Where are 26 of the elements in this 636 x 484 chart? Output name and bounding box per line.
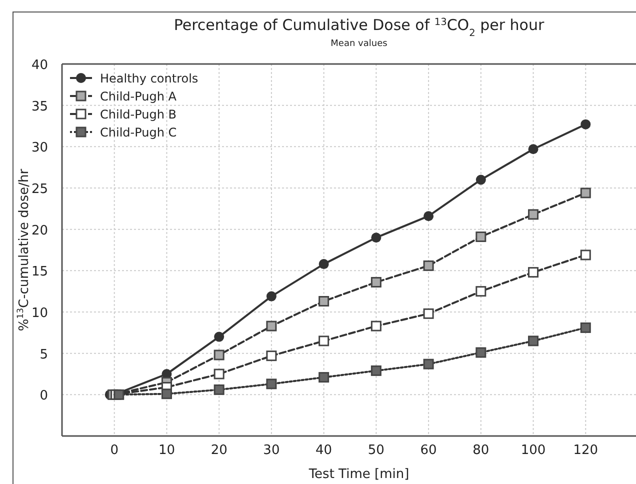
chart-subtitle: Mean values	[330, 39, 388, 49]
y-tick-label: 35	[31, 99, 48, 114]
x-tick-label: 50	[368, 443, 384, 458]
y-tick-label: 10	[31, 306, 48, 321]
y-tick-label: 25	[31, 182, 48, 197]
chart-title: Percentage of Cumulative Dose of $^{13}$CO$_{2}$ per hour	[174, 16, 545, 38]
legend-label: Child-Pugh A	[100, 90, 178, 104]
legend-label: Healthy controls	[100, 72, 198, 86]
legend-label: Child-Pugh C	[100, 126, 177, 140]
y-tick-label: 40	[31, 58, 48, 73]
x-tick-label: 120	[573, 443, 598, 458]
y-tick-label: 5	[40, 347, 48, 362]
x-tick-label: 100	[520, 443, 546, 458]
legend-label: Child-Pugh B	[100, 108, 176, 122]
x-tick-label: 10	[158, 443, 175, 458]
x-tick-label: 40	[316, 443, 332, 458]
y-tick-label: 20	[31, 223, 48, 238]
x-tick-label: 80	[472, 443, 490, 458]
x-tick-label: 20	[210, 443, 228, 458]
y-tick-label: 0	[40, 388, 48, 404]
x-axis-title: Test Time [min]	[308, 467, 410, 482]
y-tick-label: 15	[31, 264, 48, 280]
y-tick-label: 30	[31, 140, 48, 156]
x-tick-label: 60	[420, 443, 437, 458]
x-tick-label: 30	[263, 443, 280, 458]
x-tick-label: 0	[110, 443, 119, 458]
